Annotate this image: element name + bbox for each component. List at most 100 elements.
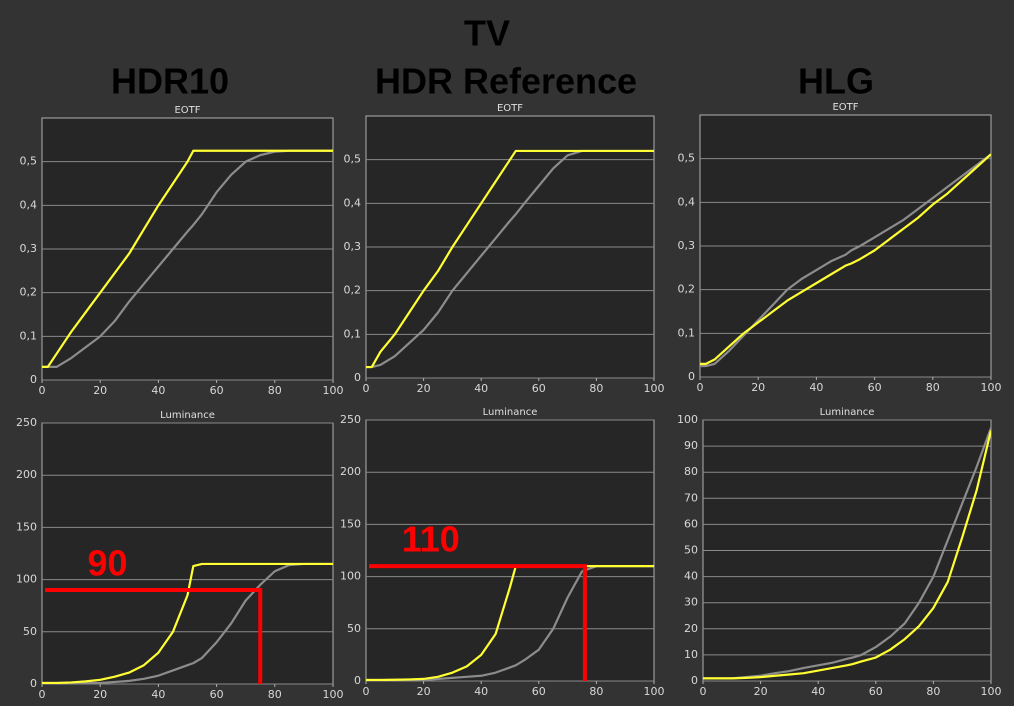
column-title: HDR10 (111, 61, 229, 102)
series-line (700, 153, 991, 368)
x-tick-label: 20 (754, 685, 768, 698)
series-line (700, 153, 991, 365)
series-line (42, 562, 333, 684)
annotation-line (45, 588, 263, 684)
y-tick-label: 40 (684, 570, 698, 583)
y-tick-label: 0,1 (678, 326, 696, 339)
x-tick-label: 80 (268, 384, 282, 397)
x-tick-label: 0 (39, 384, 46, 397)
y-tick-label: 10 (684, 648, 698, 661)
y-tick-label: 100 (16, 573, 37, 586)
y-tick-label: 0,2 (344, 284, 362, 297)
x-tick-label: 80 (926, 381, 940, 394)
y-tick-label: 100 (677, 413, 698, 426)
x-tick-label: 40 (474, 382, 488, 395)
chart: Luminance 0 10 20 30 40 50 60 70 80 90 100 0 20 40 60 80… (677, 407, 1002, 698)
x-tick-label: 100 (981, 381, 1002, 394)
x-tick-label: 0 (39, 688, 46, 701)
y-tick-label: 0,4 (344, 196, 362, 209)
y-tick-label: 200 (16, 468, 37, 481)
x-tick-label: 40 (151, 688, 165, 701)
y-tick-label: 100 (340, 570, 361, 583)
column-title: HLG (798, 61, 874, 102)
x-tick-label: 60 (869, 685, 883, 698)
y-tick-label: 0,4 (678, 195, 696, 208)
chart-title: EOTF (497, 103, 523, 114)
x-tick-label: 100 (323, 384, 344, 397)
chart: Luminance 0 50 100 150 200 250 0 20 40 60 80 100 110 (340, 407, 665, 698)
series-line (42, 562, 333, 684)
x-tick-label: 0 (363, 382, 370, 395)
series-line (366, 565, 654, 681)
x-tick-label: 100 (644, 382, 665, 395)
x-tick-label: 20 (417, 382, 431, 395)
series-line (703, 430, 991, 680)
plot-area (365, 419, 655, 682)
y-tick-label: 0 (688, 370, 695, 383)
x-tick-label: 40 (474, 685, 488, 698)
x-tick-label: 40 (811, 685, 825, 698)
chart: EOTF 0 0,1 0,2 0,3 0,4 0,5 0 20 40 60 80 100 (344, 103, 665, 395)
x-tick-label: 20 (751, 381, 765, 394)
series-line (42, 149, 333, 368)
x-tick-label: 60 (210, 688, 224, 701)
plot-area (41, 422, 334, 685)
x-tick-label: 0 (700, 685, 707, 698)
y-tick-label: 0 (354, 674, 361, 687)
x-tick-label: 60 (868, 381, 882, 394)
chart-title: EOTF (832, 102, 858, 113)
x-tick-label: 40 (809, 381, 823, 394)
x-tick-label: 80 (589, 685, 603, 698)
y-tick-label: 90 (684, 439, 698, 452)
y-tick-label: 20 (684, 622, 698, 635)
y-tick-label: 0,1 (20, 329, 38, 342)
y-tick-label: 0,4 (20, 198, 38, 211)
x-tick-label: 100 (644, 685, 665, 698)
x-tick-label: 0 (363, 685, 370, 698)
chart: EOTF 0 0,1 0,2 0,3 0,4 0,5 0 20 40 60 80 100 (20, 105, 344, 397)
y-tick-label: 0,3 (678, 239, 696, 252)
page-title: TV (464, 13, 510, 54)
chart: Luminance 0 50 100 150 200 250 0 20 40 60 80 100 90 (16, 410, 344, 701)
chart-title: Luminance (820, 407, 875, 418)
y-tick-label: 0 (354, 371, 361, 384)
y-tick-label: 0 (691, 674, 698, 687)
y-tick-label: 150 (340, 517, 361, 530)
chart-title: EOTF (174, 105, 200, 116)
x-tick-label: 60 (532, 382, 546, 395)
x-tick-label: 80 (926, 685, 940, 698)
chart-title: Luminance (483, 407, 538, 418)
y-tick-label: 70 (684, 491, 698, 504)
x-tick-label: 0 (697, 381, 704, 394)
y-tick-label: 0,2 (678, 283, 696, 296)
y-tick-label: 250 (16, 416, 37, 429)
y-tick-label: 0,2 (20, 286, 38, 299)
y-tick-label: 50 (23, 625, 37, 638)
x-tick-label: 80 (589, 382, 603, 395)
y-tick-label: 0 (30, 677, 37, 690)
y-tick-label: 80 (684, 465, 698, 478)
x-tick-label: 60 (210, 384, 224, 397)
y-tick-label: 0,5 (678, 152, 696, 165)
y-tick-label: 0,1 (344, 327, 362, 340)
x-tick-label: 60 (532, 685, 546, 698)
x-tick-label: 100 (323, 688, 344, 701)
y-tick-label: 200 (340, 465, 361, 478)
annotation-line (369, 564, 587, 681)
y-tick-label: 30 (684, 596, 698, 609)
series-line (366, 149, 654, 369)
y-tick-label: 0,3 (344, 240, 362, 253)
x-tick-label: 100 (981, 685, 1002, 698)
y-tick-label: 0,5 (20, 155, 38, 168)
chart-title: Luminance (160, 410, 215, 421)
y-tick-label: 0,3 (20, 242, 38, 255)
x-tick-label: 40 (151, 384, 165, 397)
x-tick-label: 80 (268, 688, 282, 701)
y-tick-label: 60 (684, 517, 698, 530)
x-tick-label: 20 (417, 685, 431, 698)
x-tick-label: 20 (93, 384, 107, 397)
y-tick-label: 50 (347, 622, 361, 635)
y-tick-label: 0,5 (344, 153, 362, 166)
annotation-label: 90 (87, 543, 127, 584)
